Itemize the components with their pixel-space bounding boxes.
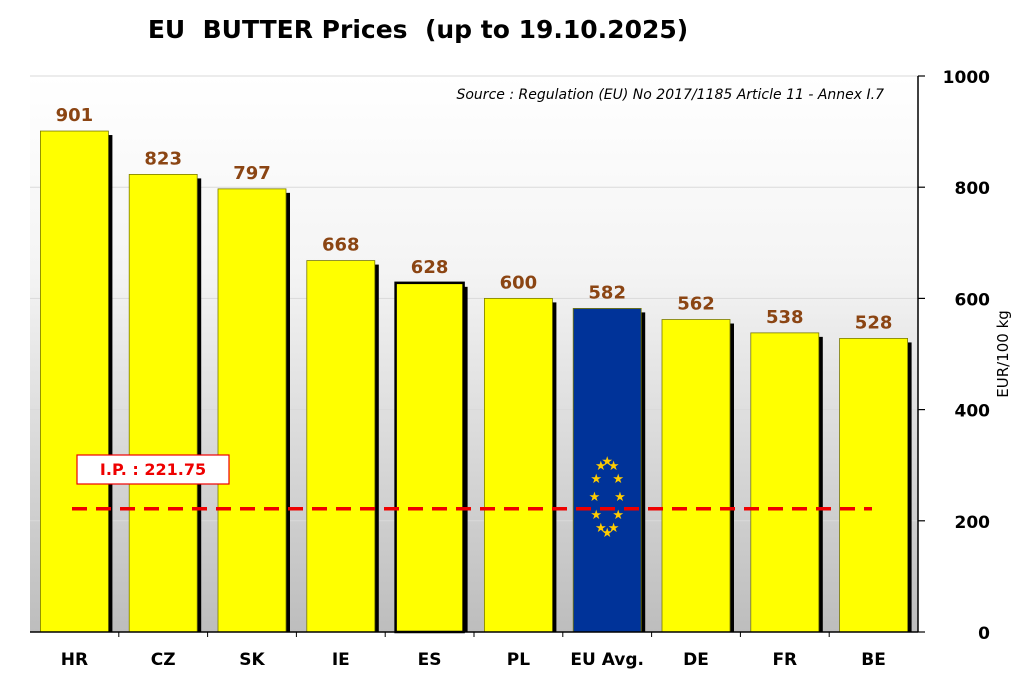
eu-star-icon: ★	[590, 472, 602, 487]
x-tick-label-hr: HR	[61, 650, 88, 670]
eu-star-icon: ★	[612, 472, 624, 487]
x-tick-label-de: DE	[683, 650, 709, 670]
bar-de	[661, 319, 731, 633]
bar-be	[839, 338, 908, 633]
eu-star-icon: ★	[601, 526, 613, 541]
value-label-pl: 600	[500, 272, 538, 293]
eu-star-icon: ★	[612, 508, 624, 523]
value-label-cz: 823	[144, 148, 182, 169]
value-label-hr: 901	[56, 105, 94, 126]
x-tick-label-sk: SK	[239, 650, 265, 670]
x-tick-label-ie: IE	[332, 650, 350, 670]
axes: 0 200 400 600 800 1000 HR CZ SK IE ES PL EU Avg. DE FR…	[30, 68, 990, 670]
y-tick-label-1000: 1000	[943, 68, 990, 88]
bar-sk	[217, 188, 287, 633]
eu-star-icon: ★	[601, 454, 613, 469]
x-tick-label-be: BE	[861, 650, 886, 670]
reference-line-group: I.P. : 221.75	[72, 454, 872, 511]
bar-hr	[40, 130, 109, 633]
eu-star-icon: ★	[595, 459, 607, 474]
bar-eu-avg	[572, 308, 642, 633]
value-label-ie: 668	[322, 235, 360, 256]
chart-title: EU BUTTER Prices (up to 19.10.2025)	[148, 15, 688, 44]
x-tick-label-pl: PL	[507, 650, 530, 670]
eu-star-icon: ★	[614, 490, 626, 505]
bar-cz	[128, 174, 198, 633]
x-tick-label-cz: CZ	[151, 650, 176, 670]
source-note: Source : Regulation (EU) No 2017/1185 Ar…	[456, 87, 884, 103]
y-tick-label-200: 200	[955, 513, 991, 533]
bar-es	[394, 281, 465, 634]
y-tick-label-400: 400	[955, 402, 991, 422]
reference-label-box	[76, 454, 230, 485]
eu-star-icon: ★	[608, 459, 620, 474]
value-label-be: 528	[855, 312, 893, 333]
y-axis-label: EUR/100 kg	[994, 310, 1012, 398]
value-label-sk: 797	[233, 163, 271, 184]
reference-label: I.P. : 221.75	[100, 460, 206, 479]
eu-star-icon: ★	[608, 521, 620, 536]
value-label-eu-avg: 582	[588, 282, 626, 303]
bar-pl	[483, 297, 553, 633]
x-tick-label-fr: FR	[772, 650, 797, 670]
eu-star-icon: ★	[590, 508, 602, 523]
value-label-de: 562	[677, 294, 715, 315]
x-tick-label-es: ES	[418, 650, 442, 670]
bar-ie	[306, 260, 376, 633]
y-tick-label-600: 600	[955, 290, 991, 310]
x-tick-label-eu-avg: EU Avg.	[570, 650, 644, 670]
value-label-es: 628	[411, 257, 449, 278]
y-tick-label-0: 0	[978, 624, 990, 644]
eu-star-icon: ★	[595, 521, 607, 536]
y-tick-label-800: 800	[955, 179, 991, 199]
bar-fr	[750, 332, 820, 633]
value-label-fr: 538	[766, 307, 804, 328]
eu-star-icon: ★	[589, 490, 601, 505]
